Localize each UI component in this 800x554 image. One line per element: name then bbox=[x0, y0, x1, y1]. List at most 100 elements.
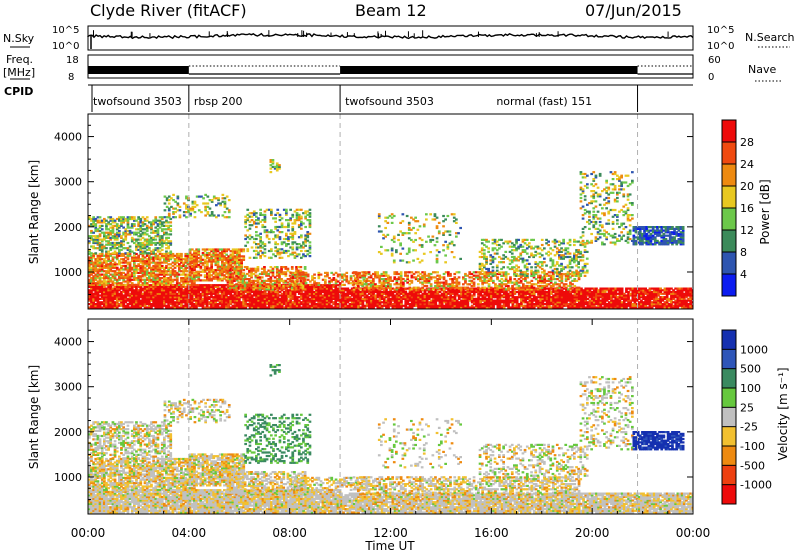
power-cell bbox=[300, 301, 303, 304]
power-cell bbox=[92, 219, 95, 222]
power-cell bbox=[203, 301, 207, 304]
power-cell bbox=[197, 253, 201, 256]
power-cell bbox=[130, 271, 134, 274]
power-cell bbox=[133, 271, 136, 274]
power-cell bbox=[167, 241, 170, 245]
power-cell bbox=[135, 264, 138, 268]
power-cell bbox=[599, 303, 603, 306]
power-cell bbox=[186, 266, 190, 269]
power-cell bbox=[184, 258, 188, 261]
power-cell bbox=[184, 273, 188, 276]
power-cell bbox=[554, 290, 558, 294]
power-cell bbox=[558, 306, 562, 309]
power-cell bbox=[505, 292, 508, 295]
power-cell bbox=[88, 297, 91, 300]
power-cell bbox=[191, 262, 194, 265]
power-cell bbox=[524, 299, 528, 302]
power-cell bbox=[659, 290, 662, 294]
power-cell bbox=[631, 297, 635, 300]
power-cell bbox=[193, 287, 196, 290]
power-cell bbox=[227, 263, 231, 267]
power-cell bbox=[545, 303, 549, 306]
power-cell bbox=[141, 250, 145, 253]
power-cell bbox=[88, 258, 91, 261]
power-cell bbox=[438, 306, 442, 309]
power-cell bbox=[289, 296, 293, 299]
power-cell bbox=[130, 238, 134, 241]
power-cell bbox=[442, 294, 446, 297]
power-cell bbox=[350, 289, 354, 292]
power-cell bbox=[92, 245, 95, 248]
power-cell bbox=[689, 292, 692, 295]
power-cell bbox=[126, 270, 130, 273]
power-cell bbox=[228, 278, 232, 281]
power-cell bbox=[210, 255, 213, 258]
power-cell bbox=[644, 299, 647, 302]
power-cell bbox=[122, 259, 125, 262]
power-cell bbox=[293, 290, 297, 294]
power-cell bbox=[206, 248, 209, 251]
power-cell bbox=[184, 304, 188, 307]
power-cell bbox=[648, 304, 652, 307]
power-cell bbox=[171, 306, 175, 309]
power-cell bbox=[111, 259, 115, 262]
power-cell bbox=[472, 287, 476, 290]
power-cell bbox=[248, 289, 252, 292]
power-cell bbox=[154, 303, 158, 306]
power-cell bbox=[188, 303, 192, 306]
power-cell bbox=[612, 301, 615, 304]
power-cell bbox=[242, 258, 246, 261]
power-cell bbox=[133, 303, 136, 306]
power-cell bbox=[193, 255, 196, 258]
power-cell bbox=[330, 299, 333, 302]
power-cell bbox=[105, 256, 108, 259]
power-cell bbox=[154, 231, 158, 234]
power-cell bbox=[400, 301, 403, 304]
power-cell bbox=[483, 299, 487, 302]
power-cell bbox=[143, 231, 147, 234]
power-cell bbox=[244, 304, 248, 307]
power-cell bbox=[171, 285, 175, 288]
power-cell bbox=[158, 219, 162, 222]
power-cell bbox=[94, 306, 98, 309]
power-cell bbox=[676, 306, 680, 309]
power-cell bbox=[195, 265, 198, 268]
power-cell bbox=[680, 306, 684, 309]
power-cell bbox=[105, 289, 108, 292]
power-cell bbox=[274, 303, 278, 306]
power-cell bbox=[246, 292, 250, 295]
power-cell bbox=[218, 294, 222, 297]
power-cell bbox=[513, 301, 517, 304]
power-cell bbox=[175, 292, 179, 295]
power-cell bbox=[313, 297, 316, 300]
power-cell bbox=[391, 303, 395, 306]
power-cell bbox=[90, 297, 93, 300]
power-cell bbox=[676, 301, 680, 304]
power-cell bbox=[167, 233, 170, 236]
power-cell bbox=[562, 299, 566, 302]
power-cell bbox=[190, 301, 194, 304]
power-cell bbox=[128, 252, 132, 256]
power-cell bbox=[122, 264, 125, 268]
power-cell bbox=[118, 273, 121, 276]
power-cell bbox=[175, 303, 179, 306]
power-cell bbox=[152, 223, 155, 226]
noise-right-label: N.Search bbox=[745, 31, 795, 44]
power-cell bbox=[304, 304, 308, 307]
power-cell bbox=[477, 292, 480, 295]
power-cell bbox=[612, 296, 615, 299]
power-cell bbox=[160, 236, 164, 239]
power-cell bbox=[218, 299, 222, 302]
power-cell bbox=[115, 301, 119, 304]
power-cell bbox=[246, 299, 250, 302]
power-cell bbox=[268, 292, 271, 295]
power-cell bbox=[321, 296, 325, 299]
power-cell bbox=[545, 306, 549, 309]
power-cell bbox=[248, 306, 252, 309]
power-cell bbox=[325, 306, 329, 309]
power-cell bbox=[231, 257, 235, 260]
power-cell bbox=[352, 303, 356, 306]
power-cell bbox=[330, 304, 333, 307]
power-cell bbox=[92, 241, 95, 245]
power-cell bbox=[118, 283, 121, 286]
